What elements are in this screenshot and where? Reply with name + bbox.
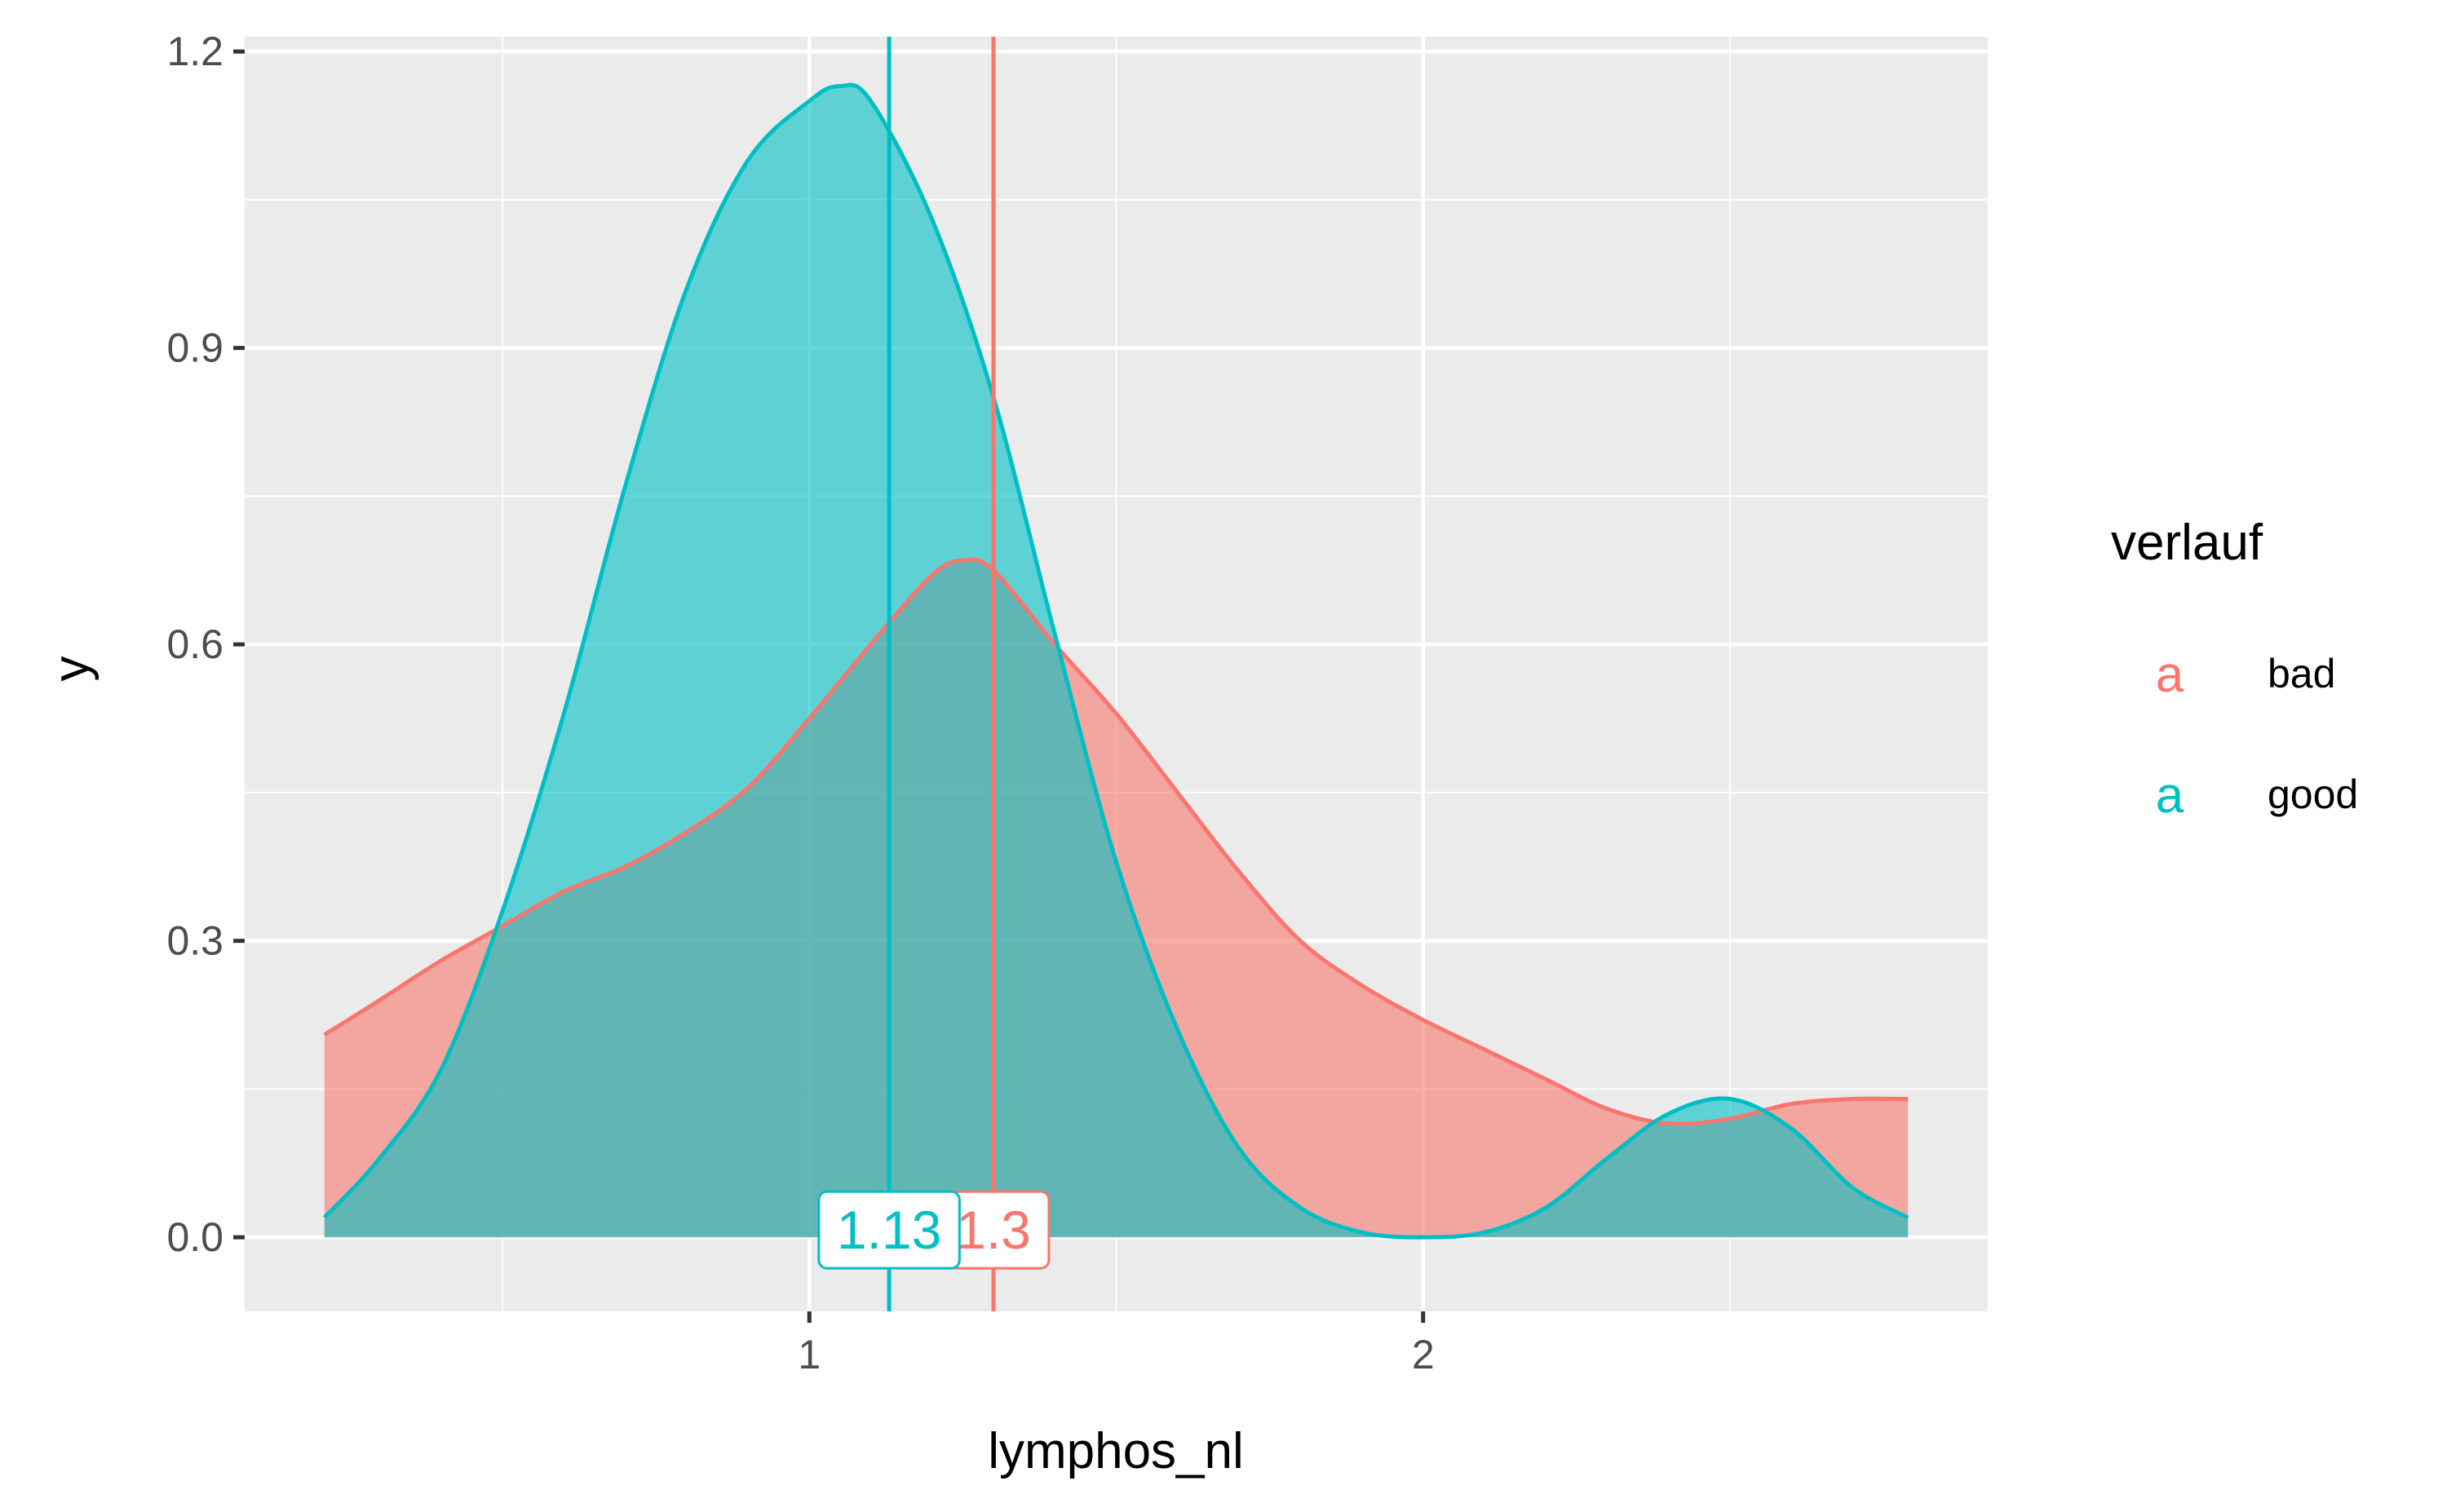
y-tick-label: 0.6 (166, 621, 223, 667)
mean-label-text-good: 1.13 (837, 1200, 941, 1260)
axes: 0.0 0.3 0.6 0.9 1.2 1 2 (166, 29, 1434, 1377)
y-axis-title: y (43, 657, 100, 682)
y-tick-label: 0.9 (166, 325, 223, 371)
mean-label-text-bad: 1.3 (956, 1200, 1031, 1260)
density-line-bad (323, 557, 1909, 1126)
y-tick-label: 0.3 (166, 918, 223, 964)
legend-title: verlauf (2111, 515, 2263, 571)
y-tick-label: 0.0 (166, 1214, 223, 1260)
mean-label-good: 1.13 (817, 1190, 961, 1270)
x-tick-label: 2 (1412, 1332, 1435, 1377)
y-tick-label: 1.2 (166, 29, 223, 74)
density-line-good (322, 82, 1909, 1240)
legend-key-good: a (2156, 767, 2184, 824)
density-area-good (324, 85, 1909, 1238)
mean-lines (887, 37, 996, 1311)
legend: verlauf a bad a good (2111, 515, 2358, 824)
mean-label-box-good (817, 1190, 961, 1270)
x-axis-title: lymphos_nl (988, 1423, 1244, 1479)
mean-labels: 1.31.13 (817, 1190, 1051, 1270)
density-lines (322, 82, 1909, 1240)
legend-label-good: good (2268, 771, 2358, 817)
legend-key-bad: a (2156, 647, 2184, 703)
legend-label-bad: bad (2268, 651, 2335, 696)
x-tick-label: 1 (798, 1332, 821, 1377)
density-areas (324, 85, 1909, 1238)
